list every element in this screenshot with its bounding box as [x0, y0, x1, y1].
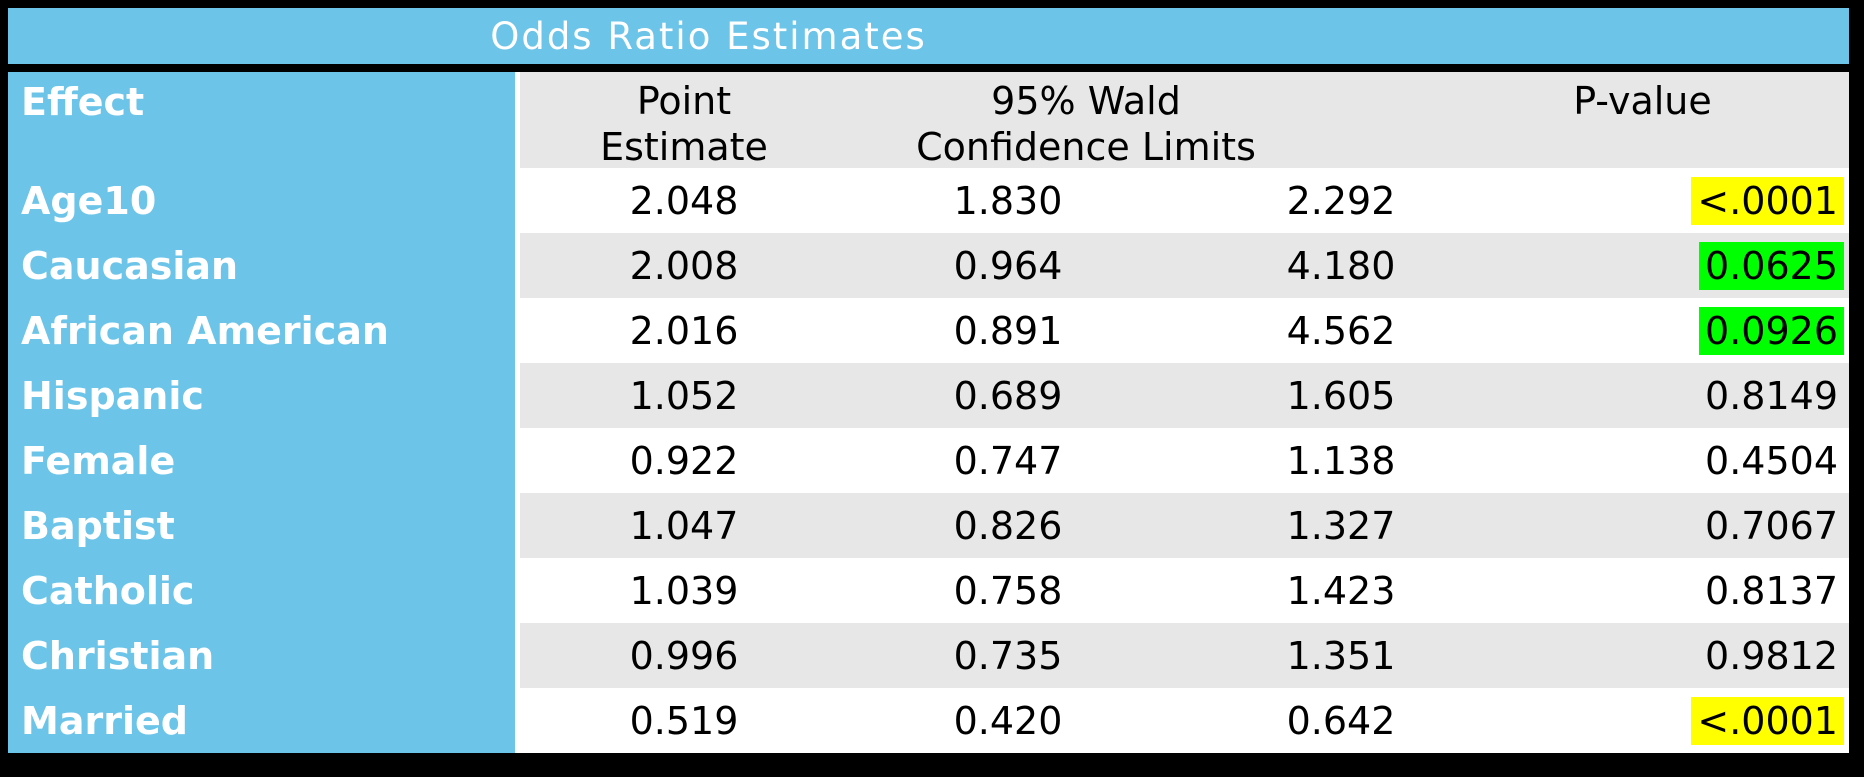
table-row-african-american: African American 2.016 0.891 4.562 0.092…: [8, 298, 1849, 363]
effect-label: Caucasian: [8, 233, 520, 298]
p-value: 0.0926: [1699, 306, 1844, 355]
header-point-estimate: Point Estimate: [520, 72, 848, 168]
ci-upper-value: 2.292: [1286, 178, 1396, 223]
p-value: 0.8149: [1705, 373, 1838, 418]
effect-label: Hispanic: [8, 363, 520, 428]
ci-upper-value: 1.138: [1286, 438, 1396, 483]
p-value-cell: 0.8137: [1514, 558, 1849, 623]
p-value-cell: 0.0926: [1514, 298, 1849, 363]
effect-label: Christian: [8, 623, 520, 688]
ci-upper-value: 1.351: [1286, 633, 1396, 678]
ci-lower-value: 0.964: [953, 243, 1063, 288]
ci-lower-value: 0.735: [953, 633, 1063, 678]
header-p-value: P-value: [1514, 72, 1849, 168]
point-estimate-value: 0.519: [629, 698, 739, 743]
table-row-christian: Christian 0.996 0.735 1.351 0.9812: [8, 623, 1849, 688]
point-estimate-value: 0.996: [629, 633, 739, 678]
header-ci-line1: 95% Wald: [991, 79, 1181, 123]
p-value: 0.9812: [1705, 633, 1838, 678]
effect-label: Baptist: [8, 493, 520, 558]
table-title: Odds Ratio Estimates: [490, 14, 927, 58]
effect-label: Age10: [8, 168, 520, 233]
ci-upper-value: 1.423: [1286, 568, 1396, 613]
table-row-married: Married 0.519 0.420 0.642 <.0001: [8, 688, 1849, 753]
p-value: 0.0625: [1699, 241, 1844, 290]
point-estimate-value: 1.047: [629, 503, 739, 548]
p-value: 0.4504: [1705, 438, 1838, 483]
table-header-row: Effect Point Estimate 95% Wald Confidenc…: [8, 72, 1849, 168]
point-estimate-value: 1.039: [629, 568, 739, 613]
ci-lower-value: 0.747: [953, 438, 1063, 483]
p-value: 0.8137: [1705, 568, 1838, 613]
effect-label: African American: [8, 298, 520, 363]
p-value-cell: 0.0625: [1514, 233, 1849, 298]
ci-lower-value: 0.758: [953, 568, 1063, 613]
p-value-cell: 0.9812: [1514, 623, 1849, 688]
table-row-baptist: Baptist 1.047 0.826 1.327 0.7067: [8, 493, 1849, 558]
point-estimate-value: 2.008: [629, 243, 739, 288]
effect-label: Female: [8, 428, 520, 493]
table-row-caucasian: Caucasian 2.008 0.964 4.180 0.0625: [8, 233, 1849, 298]
ci-lower-value: 0.689: [953, 373, 1063, 418]
point-estimate-value: 1.052: [629, 373, 739, 418]
odds-ratio-table: Odds Ratio Estimates Effect Point Estima…: [8, 8, 1849, 753]
ci-lower-value: 1.830: [953, 178, 1063, 223]
p-value: 0.7067: [1705, 503, 1838, 548]
header-p-value-label: P-value: [1573, 79, 1712, 123]
ci-lower-value: 0.891: [953, 308, 1063, 353]
table-row-female: Female 0.922 0.747 1.138 0.4504: [8, 428, 1849, 493]
p-value-cell: 0.4504: [1514, 428, 1849, 493]
effect-label: Married: [8, 688, 520, 753]
p-value-cell: <.0001: [1514, 688, 1849, 753]
point-estimate-value: 2.048: [629, 178, 739, 223]
p-value-cell: 0.7067: [1514, 493, 1849, 558]
header-wald-ci: 95% Wald Confidence Limits: [848, 72, 1514, 168]
ci-lower-value: 0.420: [953, 698, 1063, 743]
p-value: <.0001: [1691, 176, 1844, 225]
p-value-cell: 0.8149: [1514, 363, 1849, 428]
table-row-hispanic: Hispanic 1.052 0.689 1.605 0.8149: [8, 363, 1849, 428]
header-point-line2: Estimate: [600, 125, 768, 168]
table-title-bar: Odds Ratio Estimates: [8, 8, 1849, 64]
ci-upper-value: 1.327: [1286, 503, 1396, 548]
table-body: Age10 2.048 1.830 2.292 <.0001 Caucasian…: [8, 168, 1849, 753]
table-row-age10: Age10 2.048 1.830 2.292 <.0001: [8, 168, 1849, 233]
title-divider: [8, 64, 1849, 72]
ci-upper-value: 0.642: [1286, 698, 1396, 743]
table-row-catholic: Catholic 1.039 0.758 1.423 0.8137: [8, 558, 1849, 623]
point-estimate-value: 0.922: [629, 438, 739, 483]
ci-upper-value: 4.180: [1286, 243, 1396, 288]
ci-lower-value: 0.826: [953, 503, 1063, 548]
effect-label: Catholic: [8, 558, 520, 623]
point-estimate-value: 2.016: [629, 308, 739, 353]
header-point-line1: Point: [636, 79, 732, 123]
header-effect: Effect: [8, 72, 520, 168]
p-value-cell: <.0001: [1514, 168, 1849, 233]
p-value: <.0001: [1691, 696, 1844, 745]
ci-upper-value: 1.605: [1286, 373, 1396, 418]
header-ci-line2: Confidence Limits: [916, 125, 1256, 168]
ci-upper-value: 4.562: [1286, 308, 1396, 353]
